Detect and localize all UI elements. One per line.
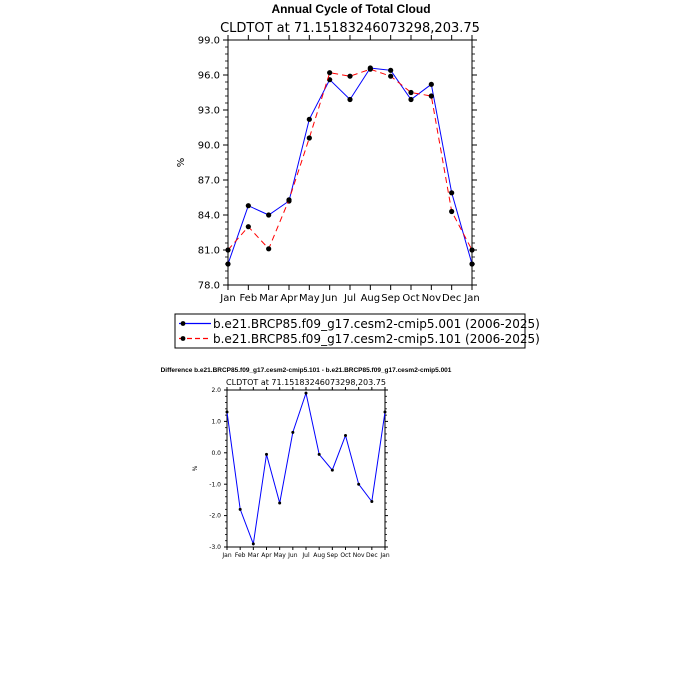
series-1-point — [383, 410, 387, 414]
series-1-point — [265, 452, 268, 456]
series-2-point — [449, 208, 455, 215]
series-1-point — [306, 116, 312, 122]
y-tick-label: 96.0 — [198, 71, 220, 82]
series-1-point — [344, 434, 347, 438]
difference-chart: Difference b.e21.BRCP85.f09_g17.cesm2-cm… — [161, 367, 452, 559]
series-1-point — [266, 212, 272, 218]
series-2-point — [408, 89, 414, 96]
x-tick-label: Nov — [422, 293, 442, 304]
y-tick-label: 2.0 — [211, 387, 221, 394]
x-tick-label: Apr — [280, 293, 298, 304]
series-1-point — [347, 96, 353, 103]
series-1-point — [245, 203, 251, 209]
x-tick-label: Nov — [353, 552, 365, 559]
y-tick-label: 93.0 — [198, 106, 220, 117]
series-2-point — [469, 247, 475, 253]
series-1-point — [388, 67, 394, 73]
x-tick-label: Dec — [442, 293, 461, 304]
series-2-point — [327, 70, 333, 76]
series-1-point — [291, 430, 295, 434]
chart-subtitle: CLDTOT at 71.15183246073298,203.75 — [220, 21, 480, 36]
chart-subtitle: CLDTOT at 71.15183246073298,203.75 — [226, 378, 386, 387]
x-tick-label: Jan — [463, 293, 479, 304]
legend-box — [174, 313, 526, 349]
series-1-point — [370, 499, 374, 503]
series-2-point — [306, 135, 312, 141]
y-tick-label: 90.0 — [198, 141, 220, 152]
x-tick-label: Jan — [219, 293, 235, 304]
series-1-point — [317, 452, 321, 456]
x-tick-label: Jun — [321, 293, 338, 304]
x-tick-label: Jul — [343, 293, 356, 304]
y-tick-label: 87.0 — [198, 176, 220, 187]
x-tick-label: Sep — [327, 552, 339, 559]
x-tick-label: Oct — [340, 552, 351, 559]
y-axis-label: % — [176, 158, 187, 168]
y-axis-label: % — [192, 465, 199, 471]
x-tick-label: Feb — [235, 552, 246, 559]
series-2-point — [428, 93, 434, 99]
legend-label-2: b.e21.BRCP85.f09_g17.cesm2-cmip5.101 (20… — [213, 332, 540, 346]
y-tick-label: 1.0 — [211, 419, 221, 426]
series-2-point — [388, 73, 394, 79]
y-tick-label: -1.0 — [209, 481, 221, 488]
series-line-1 — [226, 391, 386, 546]
chart-title: Difference b.e21.BRCP85.f09_g17.cesm2-cm… — [161, 367, 452, 374]
x-tick-label: Mar — [248, 552, 260, 559]
x-tick-label: Aug — [361, 293, 381, 304]
legend-marker-1 — [180, 321, 186, 326]
x-tick-label: Jan — [379, 552, 389, 559]
y-tick-label: -2.0 — [209, 513, 221, 520]
x-tick-label: Aug — [313, 552, 325, 559]
series-2-point — [245, 224, 251, 230]
x-tick-label: Jan — [221, 552, 231, 559]
y-tick-label: -3.0 — [209, 544, 221, 551]
x-tick-label: Apr — [261, 552, 272, 559]
x-tick-label: May — [299, 293, 320, 304]
annual-cycle-chart: Annual Cycle of Total Cloud CLDTOT at 71.… — [174, 2, 540, 349]
y-tick-label: 81.0 — [198, 246, 220, 257]
series-2-point — [367, 66, 373, 72]
plot-frame — [226, 389, 386, 548]
series-1-point — [449, 190, 455, 196]
series-1-point — [278, 501, 282, 505]
x-tick-label: Sep — [381, 293, 400, 304]
series-1-point — [225, 410, 229, 414]
y-tick-label: 0.0 — [211, 450, 221, 457]
series-2-point — [225, 247, 231, 253]
series-1-point — [469, 261, 475, 267]
series-2-point — [347, 73, 353, 79]
series-1-point — [238, 507, 242, 511]
y-tick-label: 84.0 — [198, 211, 220, 222]
x-tick-label: Oct — [402, 293, 419, 304]
series-1-point — [225, 261, 231, 267]
series-2-point — [266, 246, 272, 252]
x-tick-label: Jul — [301, 552, 310, 559]
chart-title: Annual Cycle of Total Cloud — [271, 2, 430, 16]
series-1-point — [330, 468, 334, 472]
series-1-point — [428, 81, 434, 87]
series-1-point — [251, 542, 255, 546]
y-tick-label: 78.0 — [198, 281, 220, 292]
x-tick-label: May — [273, 552, 286, 559]
y-tick-label: 99.0 — [198, 36, 220, 47]
series-line-2 — [227, 68, 473, 251]
series-1-point — [357, 482, 361, 486]
series-1-point — [304, 391, 308, 395]
x-tick-label: Feb — [239, 293, 257, 304]
x-tick-label: Jun — [287, 552, 298, 559]
x-tick-label: Dec — [366, 552, 378, 559]
x-tick-label: Mar — [259, 293, 279, 304]
series-2-point — [286, 197, 292, 203]
legend-label-1: b.e21.BRCP85.f09_g17.cesm2-cmip5.001 (20… — [213, 317, 540, 331]
legend-marker-2 — [180, 336, 186, 341]
series-1-point — [408, 96, 414, 103]
